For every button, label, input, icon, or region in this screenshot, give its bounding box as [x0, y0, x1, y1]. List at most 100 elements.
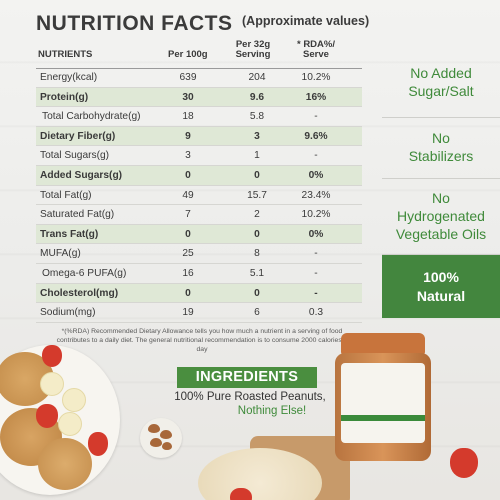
claim-line: No: [432, 130, 450, 146]
rda-value: 16%: [305, 91, 327, 103]
table-row: Sodium(mg) 19 6 0.3: [36, 303, 362, 323]
rda-footnote: *(%RDA) Recommended Dietary Allowance te…: [56, 328, 348, 353]
claim-line: No: [432, 190, 450, 206]
approximate-values-note: (Approximate values): [242, 14, 370, 28]
rda-value: -: [314, 267, 318, 279]
rda-line1: * RDA%/: [296, 39, 335, 50]
table-row: Trans Fat(g) 0 0 0%: [36, 224, 362, 245]
table-row: Protein(g) 30 9.6 16%: [36, 87, 362, 108]
rda-value: 10.2%: [301, 72, 331, 83]
per100g-value: 0: [185, 169, 191, 181]
rda-value: -: [314, 150, 318, 162]
per32g-line1: Per 32g: [235, 39, 271, 50]
peanut-butter-jar-image: [335, 333, 431, 461]
nutrient-name: MUFA(g): [40, 248, 81, 260]
ingredients-badge: INGREDIENTS: [177, 367, 317, 388]
almond-image: [162, 442, 172, 450]
nutrient-name: Total Fat(g): [40, 189, 92, 201]
per32g-line2: Serving: [235, 49, 271, 60]
natural-percent: 100%: [423, 269, 459, 285]
strawberry-image: [42, 345, 62, 367]
per100g-value: 9: [185, 130, 191, 142]
ingredients-text: 100% Pure Roasted Peanuts,: [174, 391, 326, 403]
pancake-image: [38, 438, 92, 490]
per32g-value: 2: [254, 209, 260, 221]
strawberry-image: [450, 448, 478, 478]
column-header-rda: * RDA%/ Serve: [291, 40, 341, 60]
jar-lid: [341, 333, 425, 355]
per100g-value: 49: [182, 189, 194, 201]
per100g-value: 18: [182, 111, 194, 123]
table-row: MUFA(g) 25 8 -: [36, 244, 362, 264]
per32g-value: 1: [254, 150, 260, 162]
nutrient-name: Total Sugars(g): [40, 150, 110, 162]
table-header: NUTRIENTS Per 100g Per 32g Serving * RDA…: [36, 38, 362, 68]
table-row: Total Carbohydrate(g) 18 5.8 -: [36, 107, 362, 127]
rda-value: -: [314, 111, 318, 123]
rda-value: 0.3: [308, 307, 324, 319]
nutrition-table: Energy(kcal) 639 204 10.2% Protein(g) 30…: [36, 68, 362, 323]
per32g-value: 15.7: [247, 189, 267, 201]
nutrient-name: Energy(kcal): [40, 72, 98, 83]
oat-bowl-image: [198, 448, 322, 500]
table-row: Cholesterol(mg) 0 0 -: [36, 283, 362, 304]
per32g-value: 5.8: [249, 111, 265, 123]
nutrient-name: Cholesterol(mg): [40, 287, 119, 299]
nutrient-name: Protein(g): [40, 91, 89, 103]
nutrient-name: Dietary Fiber(g): [40, 130, 116, 142]
per100g-value: 639: [179, 72, 197, 83]
claim-line: Vegetable Oils: [395, 226, 487, 242]
per100g-value: 16: [182, 267, 194, 279]
column-header-per100g: Per 100g: [168, 49, 208, 60]
table-row: Omega-6 PUFA(g) 16 5.1 -: [36, 264, 362, 284]
strawberry-image: [88, 432, 108, 456]
claim-line: No Added: [410, 65, 472, 81]
header-divider: [36, 68, 362, 69]
per32g-value: 8: [254, 248, 260, 260]
banana-slice-image: [58, 412, 82, 436]
claim-no-added-sugar: No Added Sugar/Salt: [382, 52, 500, 118]
rda-value: -: [314, 248, 318, 260]
page-title: NUTRITION FACTS: [36, 12, 233, 35]
nutrient-name: Sodium(mg): [40, 307, 96, 319]
column-header-per32g: Per 32g Serving: [233, 40, 273, 60]
per100g-value: 0: [185, 287, 191, 299]
claims-panel: No Added Sugar/Salt No Stabilizers No Hy…: [382, 52, 500, 318]
almond-image: [150, 438, 162, 447]
per100g-value: 7: [185, 209, 191, 221]
per32g-value: 204: [248, 72, 266, 83]
strawberry-image: [36, 404, 58, 428]
nutrient-name: Saturated Fat(g): [40, 209, 115, 221]
natural-label: Natural: [416, 288, 466, 304]
rda-value: 0%: [308, 169, 324, 181]
rda-value: -: [314, 287, 318, 299]
table-row: Added Sugars(g) 0 0 0%: [36, 165, 362, 186]
table-row: Total Fat(g) 49 15.7 23.4%: [36, 186, 362, 206]
rda-line2: Serve: [303, 49, 329, 60]
per100g-value: 0: [185, 228, 191, 240]
nutrient-name: Trans Fat(g): [40, 228, 99, 240]
banana-slice-image: [62, 388, 86, 412]
per32g-value: 3: [254, 130, 260, 142]
table-row: Energy(kcal) 639 204 10.2%: [36, 68, 362, 88]
claim-no-stabilizers: No Stabilizers: [382, 118, 500, 179]
per32g-value: 0: [254, 228, 260, 240]
natural-badge: 100% Natural: [382, 255, 500, 318]
per100g-value: 25: [182, 248, 194, 260]
per32g-value: 0: [254, 287, 260, 299]
strawberry-image: [230, 488, 252, 500]
per32g-value: 0: [254, 169, 260, 181]
banana-slice-image: [40, 372, 64, 396]
per100g-value: 3: [185, 150, 191, 162]
nutrient-name: Omega-6 PUFA(g): [42, 267, 127, 279]
claim-no-hydrogenated-oils: No Hydrogenated Vegetable Oils: [382, 179, 500, 255]
table-row: Dietary Fiber(g) 9 3 9.6%: [36, 126, 362, 147]
table-row: Saturated Fat(g) 7 2 10.2%: [36, 205, 362, 225]
per100g-value: 19: [182, 307, 194, 319]
rda-value: 23.4%: [301, 189, 331, 201]
nutrient-name: Total Carbohydrate(g): [42, 111, 141, 123]
ingredients-tagline: Nothing Else!: [237, 405, 307, 417]
per100g-value: 30: [182, 91, 194, 103]
rda-value: 0%: [308, 228, 324, 240]
claim-line: Hydrogenated: [397, 208, 485, 224]
